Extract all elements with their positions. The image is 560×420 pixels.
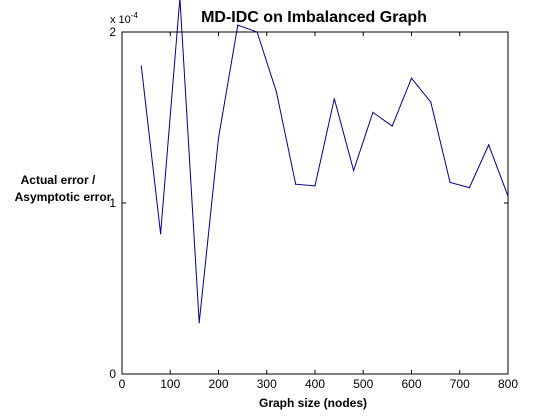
y-axis: 0 1 2 <box>109 25 508 381</box>
data-point <box>160 233 162 235</box>
data-point <box>295 183 297 185</box>
data-point <box>488 144 490 146</box>
x-tick-label: 700 <box>450 377 470 391</box>
data-point <box>333 98 335 100</box>
data-point <box>314 185 316 187</box>
x-tick-label: 400 <box>305 377 325 391</box>
data-point <box>372 111 374 113</box>
y-axis-label-line-2: Asymptotic error <box>15 190 112 204</box>
data-point <box>140 65 142 67</box>
series-line <box>140 0 509 323</box>
data-point <box>217 137 220 139</box>
data-point <box>256 31 258 33</box>
x-axis: 0 100 200 300 400 500 600 700 800 <box>119 32 518 391</box>
data-point <box>391 125 393 127</box>
data-point <box>449 181 451 184</box>
x-tick-label: 800 <box>498 377 518 391</box>
x-tick-label: 300 <box>257 377 277 391</box>
y-tick-label: 2 <box>109 25 116 39</box>
x-tick-label: 200 <box>208 377 228 391</box>
series-group <box>140 0 509 324</box>
plot-area <box>121 31 509 375</box>
data-point <box>410 77 413 79</box>
y-tick-label: 0 <box>109 367 116 381</box>
y-axis-label-line-1: Actual error / <box>21 173 96 187</box>
data-point <box>198 322 200 324</box>
data-point <box>468 187 470 189</box>
data-point <box>237 24 239 26</box>
x-tick-label: 500 <box>353 377 373 391</box>
x-tick-label: 100 <box>160 377 180 391</box>
data-point <box>430 101 432 103</box>
x-tick-label: 0 <box>119 377 126 391</box>
x-axis-label: Graph size (nodes) <box>259 396 367 410</box>
x-tick-label: 600 <box>401 377 421 391</box>
y-tick-label: 1 <box>109 196 116 210</box>
chart-title: MD-IDC on Imbalanced Graph <box>201 9 427 26</box>
y-axis-multiplier: x 10-4 <box>110 11 138 26</box>
data-point <box>353 169 355 172</box>
data-point <box>275 91 277 93</box>
data-point <box>507 195 509 197</box>
